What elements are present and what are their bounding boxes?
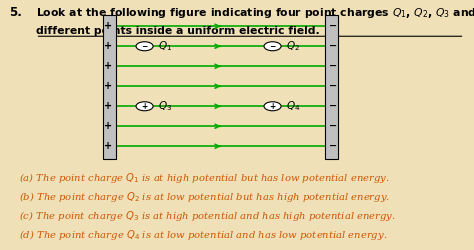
Text: +: +	[104, 21, 112, 31]
Text: $Q_4$: $Q_4$	[286, 99, 300, 113]
Circle shape	[264, 102, 281, 111]
Text: +: +	[104, 41, 112, 51]
Text: (d) The point charge $Q_4$ is at low potential and has low potential energy.: (d) The point charge $Q_4$ is at low pot…	[19, 228, 387, 241]
Text: −: −	[328, 41, 337, 51]
Text: (b) The point charge $Q_2$ is at low potential but has high potential energy.: (b) The point charge $Q_2$ is at low pot…	[19, 190, 390, 204]
Text: +: +	[104, 141, 112, 151]
Text: (c) The point charge $Q_3$ is at high potential and has high potential energy.: (c) The point charge $Q_3$ is at high po…	[19, 209, 396, 223]
Text: 5.: 5.	[9, 6, 22, 19]
Text: −: −	[328, 101, 337, 111]
Text: +: +	[104, 101, 112, 111]
Text: −: −	[328, 21, 337, 31]
Text: +: +	[104, 81, 112, 91]
Text: +: +	[104, 61, 112, 71]
Text: −: −	[328, 121, 337, 131]
Text: $Q_2$: $Q_2$	[286, 39, 300, 53]
Text: −: −	[328, 61, 337, 71]
Text: −: −	[141, 42, 148, 51]
Text: $Q_1$: $Q_1$	[158, 39, 172, 53]
Text: +: +	[141, 102, 148, 111]
Bar	[325, 15, 338, 159]
Text: different points inside a uniform electric field.: different points inside a uniform electr…	[36, 26, 319, 36]
Text: (a) The point charge $Q_1$ is at high potential but has low potential energy.: (a) The point charge $Q_1$ is at high po…	[19, 171, 390, 185]
Text: −: −	[328, 141, 337, 151]
Circle shape	[136, 102, 153, 111]
Text: −: −	[269, 42, 276, 51]
Bar	[103, 15, 116, 159]
Circle shape	[136, 42, 153, 51]
Text: Look at the following figure indicating four point charges $Q_1$, $Q_2$, $Q_3$ a: Look at the following figure indicating …	[36, 6, 474, 20]
Text: +: +	[269, 102, 276, 111]
Text: $Q_3$: $Q_3$	[158, 99, 172, 113]
Text: +: +	[104, 121, 112, 131]
Text: −: −	[328, 81, 337, 91]
Circle shape	[264, 42, 281, 51]
